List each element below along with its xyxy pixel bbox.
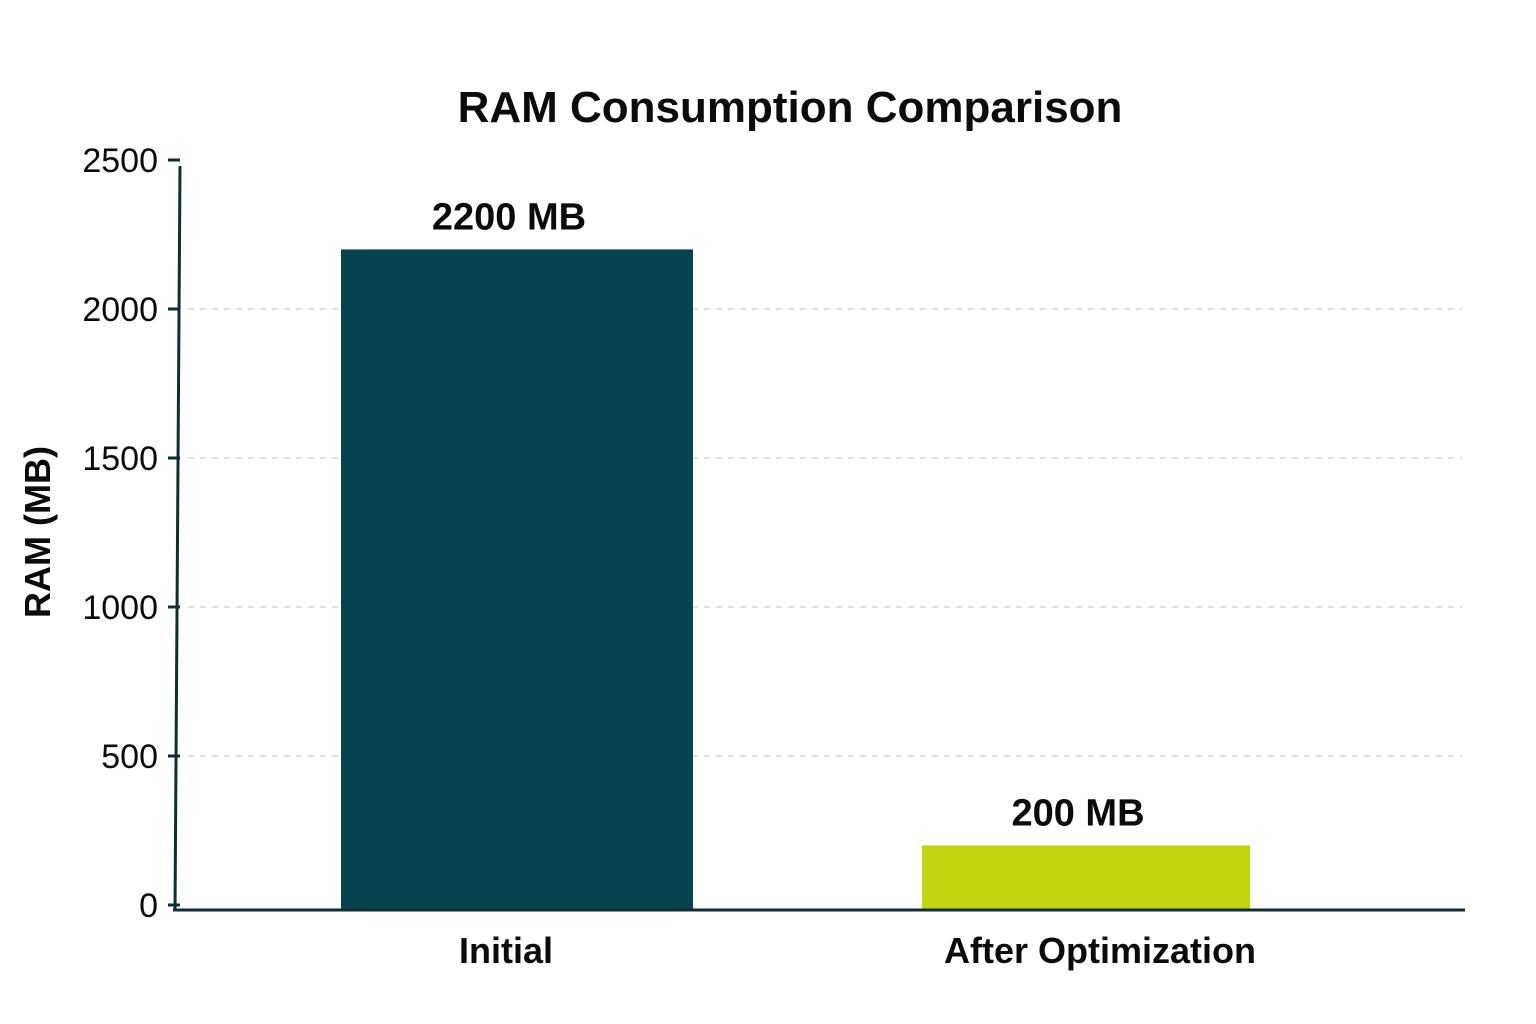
x-category-label-1: After Optimization <box>944 930 1256 971</box>
bar-0 <box>341 249 693 910</box>
y-tick-label: 500 <box>101 738 158 776</box>
y-axis-ticks: 0 500 1000 1500 2000 2500 <box>82 142 180 925</box>
data-label-0: 2200 MB <box>432 196 586 238</box>
x-axis-categories: Initial After Optimization <box>459 930 1256 971</box>
chart-title: RAM Consumption Comparison <box>458 83 1123 132</box>
y-tick-label: 1000 <box>82 589 158 627</box>
bars <box>341 249 1250 910</box>
data-label-1: 200 MB <box>1011 792 1144 834</box>
y-tick-label: 0 <box>139 887 158 925</box>
y-tick-label: 2000 <box>82 291 158 329</box>
x-category-label-0: Initial <box>459 930 553 971</box>
y-tick-label: 1500 <box>82 440 158 478</box>
y-tick-label: 2500 <box>82 142 158 180</box>
data-labels: 2200 MB 200 MB <box>432 196 1145 834</box>
bar-1 <box>922 845 1250 910</box>
y-axis-line <box>173 165 182 912</box>
y-axis-label: RAM (MB) <box>17 446 58 618</box>
gridlines <box>188 308 1462 757</box>
